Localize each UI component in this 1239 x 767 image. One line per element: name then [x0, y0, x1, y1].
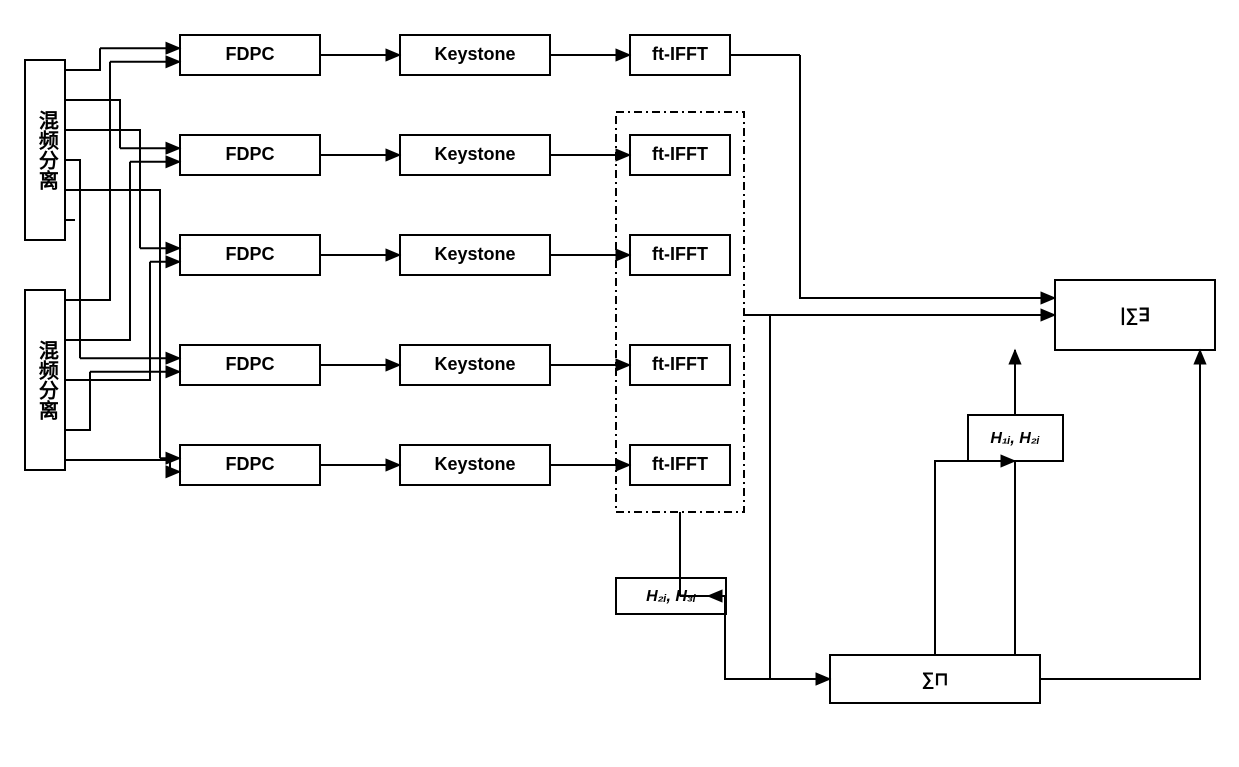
sum-abs-label: |∑∃ — [1120, 305, 1149, 325]
keystone-label-2: Keystone — [434, 244, 515, 264]
fdpc-label-2: FDPC — [226, 244, 275, 264]
keystone-label-3: Keystone — [434, 354, 515, 374]
ifft-label-0: ft-IFFT — [652, 44, 708, 64]
sum-abs-block: |∑∃ — [1055, 280, 1215, 350]
ifft-label-1: ft-IFFT — [652, 144, 708, 164]
ifft-label-4: ft-IFFT — [652, 454, 708, 474]
ifft-label-2: ft-IFFT — [652, 244, 708, 264]
pipeline-rows: FDPC Keystone ft-IFFT FDPC Keystone ft-IFFT FD… — [180, 35, 730, 485]
keystone-label-0: Keystone — [434, 44, 515, 64]
sum-open-block: ∑⊓ — [830, 655, 1040, 703]
route-r3-bot-v — [75, 262, 150, 380]
route-r2-top-v — [75, 100, 120, 148]
fdpc-label-0: FDPC — [226, 44, 275, 64]
route-r2-bot-v — [75, 162, 130, 340]
route-r5-bot-v — [75, 460, 170, 472]
keystone-label-4: Keystone — [434, 454, 515, 474]
mixer-top: 混频分离 — [25, 60, 65, 240]
sum-open-label: ∑⊓ — [922, 669, 949, 689]
edge-sumopen-to-sumabs-right — [1040, 350, 1200, 679]
keystone-label-1: Keystone — [434, 144, 515, 164]
H12-block: H₁ᵢ, H₂ᵢ — [968, 415, 1063, 461]
mixer-bottom-label: 混频分离 — [35, 340, 58, 420]
fdpc-label-3: FDPC — [226, 354, 275, 374]
mixer-bottom: 混频分离 — [25, 290, 65, 470]
edge-sumopen-to-H12 — [935, 461, 1015, 655]
fdpc-label-4: FDPC — [226, 454, 275, 474]
edge-dashbus-to-sumopen — [770, 315, 830, 679]
route-r1-top-v — [75, 48, 100, 70]
edge-row0-to-sumabs — [800, 55, 1055, 298]
fdpc-label-1: FDPC — [226, 144, 275, 164]
diagram-canvas: 混频分离 混频分离 FDPC Keystone ft-IFFT FDPC Keyston… — [0, 0, 1239, 767]
ifft-label-3: ft-IFFT — [652, 354, 708, 374]
mixer-top-label: 混频分离 — [35, 110, 58, 190]
input-routing — [65, 48, 180, 472]
route-r5-top-v — [75, 190, 160, 458]
connectors — [680, 55, 1200, 679]
H12-label: H₁ᵢ, H₂ᵢ — [990, 430, 1039, 447]
